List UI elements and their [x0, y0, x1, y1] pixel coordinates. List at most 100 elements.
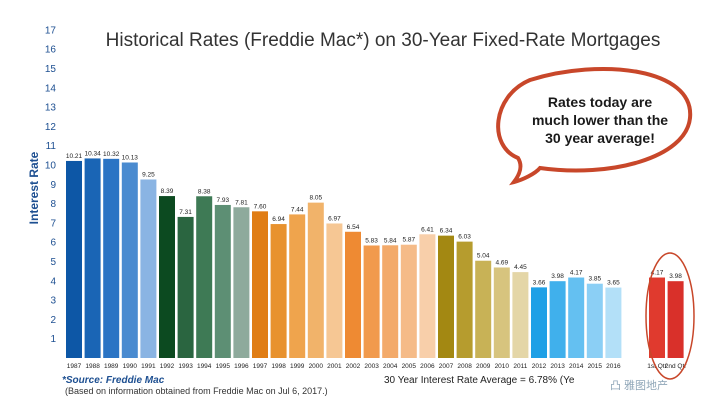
bar: [400, 244, 417, 358]
y-tick: 9: [50, 180, 56, 191]
value-label: 10.13: [122, 154, 139, 161]
y-tick: 10: [45, 161, 57, 172]
bar: [252, 211, 268, 358]
y-tick: 6: [50, 238, 56, 249]
source-label: *Source: Freddie Mac: [62, 375, 165, 386]
value-label: 6.41: [421, 226, 434, 233]
x-tick: 2000: [309, 363, 324, 370]
value-label: 8.05: [309, 195, 322, 202]
x-tick: 2006: [420, 363, 435, 370]
value-label: 6.94: [272, 216, 285, 223]
x-tick: 1996: [234, 363, 249, 370]
bar: [531, 287, 547, 358]
x-tick: 1995: [216, 363, 231, 370]
value-label: 10.21: [66, 153, 83, 160]
x-tick: 2014: [569, 363, 584, 370]
y-tick: 5: [50, 257, 56, 268]
bar: [568, 277, 585, 358]
bar: [493, 267, 510, 358]
y-tick: 13: [45, 103, 57, 114]
x-tick: 2005: [402, 363, 417, 370]
bar: [667, 281, 684, 358]
y-tick: 11: [46, 141, 57, 152]
value-label: 10.34: [84, 150, 101, 157]
x-tick: 2015: [588, 363, 603, 370]
y-tick: 2: [50, 315, 56, 326]
value-label: 6.34: [440, 228, 453, 235]
bar: [382, 245, 399, 358]
bar: [363, 245, 380, 358]
value-label: 7.44: [291, 206, 304, 213]
x-tick: 1989: [104, 363, 119, 370]
bar: [103, 158, 120, 358]
x-tick: 2016: [606, 363, 621, 370]
bar: [419, 234, 436, 358]
x-tick: 2008: [457, 363, 472, 370]
bar: [549, 281, 566, 358]
value-label: 9.25: [142, 171, 155, 178]
value-label: 6.03: [458, 234, 471, 241]
watermark: 凸 雅图地产: [610, 378, 668, 392]
x-tick: 1993: [178, 363, 193, 370]
x-tick: 1990: [123, 363, 138, 370]
x-tick: 1992: [160, 363, 175, 370]
x-tick: 2010: [495, 363, 510, 370]
bar: [214, 204, 231, 358]
bar: [84, 158, 101, 358]
x-tick: 2002: [346, 363, 361, 370]
source-note: (Based on information obtained from Fred…: [65, 386, 328, 396]
value-label: 7.31: [179, 209, 192, 216]
x-axis-ticks: 1987 1988 1989 1990 1991 1992 1993 1994 1995 1996…: [67, 363, 688, 370]
bar: [66, 160, 82, 358]
value-label: 4.17: [651, 270, 664, 277]
value-label: 5.04: [477, 253, 490, 260]
bar: [270, 224, 287, 358]
bar: [345, 231, 361, 358]
value-label: 3.98: [669, 273, 682, 280]
y-tick: 15: [45, 64, 57, 75]
y-tick: 16: [45, 45, 57, 56]
average-note: 30 Year Interest Rate Average = 6.78% (Y…: [384, 375, 575, 386]
y-tick: 12: [45, 122, 57, 133]
bar: [326, 223, 343, 358]
x-tick: 2013: [550, 363, 565, 370]
bar: [289, 214, 306, 358]
callout-outline: [496, 66, 693, 186]
y-tick: 3: [50, 296, 56, 307]
bar: [438, 235, 454, 358]
value-label: 3.85: [588, 276, 601, 283]
value-label: 10.32: [103, 151, 120, 158]
x-tick: 1997: [253, 363, 268, 370]
bar: [512, 272, 529, 358]
y-tick: 14: [45, 83, 57, 94]
x-tick: 2009: [476, 363, 491, 370]
highlight-ellipse: [645, 252, 695, 380]
value-label: 5.83: [365, 237, 378, 244]
y-tick: 4: [50, 276, 56, 287]
value-label: 3.65: [607, 280, 620, 287]
value-label: 3.98: [551, 273, 564, 280]
value-label: 4.45: [514, 264, 527, 271]
value-label: 3.66: [533, 279, 546, 286]
bar: [196, 196, 213, 358]
x-tick: 2nd Qtr: [665, 363, 688, 370]
x-tick: 2003: [364, 363, 379, 370]
x-tick: 1987: [67, 363, 82, 370]
y-tick: 8: [50, 199, 56, 210]
x-tick: 1988: [85, 363, 100, 370]
bar: [177, 216, 194, 358]
value-label: 6.54: [347, 224, 360, 231]
x-tick: 1994: [197, 363, 212, 370]
bar: [605, 287, 622, 358]
value-label: 8.38: [198, 188, 211, 195]
bar-series: [66, 158, 684, 358]
y-tick: 7: [50, 218, 56, 229]
y-tick: 1: [50, 334, 56, 345]
x-tick: 1st Qtr: [647, 363, 667, 370]
x-tick: 2004: [383, 363, 398, 370]
x-tick: 1998: [271, 363, 286, 370]
